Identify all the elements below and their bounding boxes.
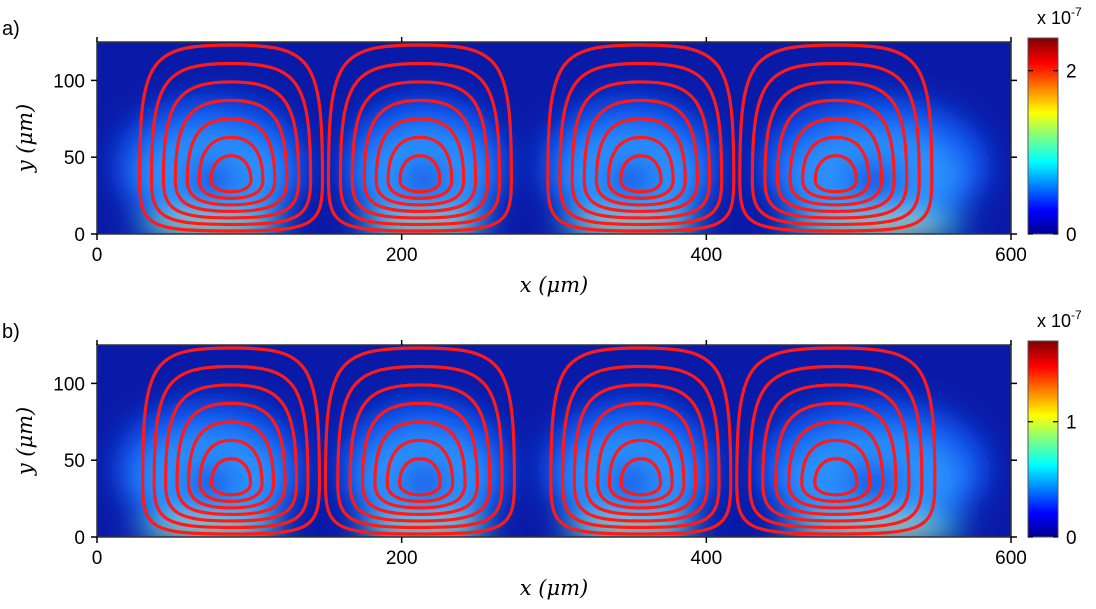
streamline — [596, 420, 686, 510]
y-axis-label: y (μm) — [13, 104, 37, 174]
streamline — [572, 383, 709, 523]
streamline — [570, 80, 712, 220]
streamline — [787, 420, 885, 510]
y-tick-label: 0 — [74, 528, 85, 549]
x-tick-label: 600 — [995, 245, 1027, 266]
x-tick-label: 200 — [386, 245, 418, 266]
streamline — [558, 61, 724, 227]
streamline — [619, 154, 663, 194]
chart-a: 0 200 400 600 0 50 100 x (μm) y (μm) 0 2 x 10-7 — [13, 5, 1082, 297]
x-tick-label: 200 — [386, 548, 418, 569]
streamlines — [138, 43, 934, 233]
streamline — [173, 98, 289, 213]
streamline — [750, 61, 921, 227]
streamline — [775, 98, 896, 213]
streamline — [350, 80, 490, 220]
y-tick-label: 100 — [53, 71, 85, 92]
streamline — [149, 61, 313, 227]
panel-a: a) 0 200 400 600 0 50 100 x (μm) y (μm) 0 2 x 10-7 — [0, 0, 1096, 300]
streamline — [582, 98, 699, 213]
streamline — [788, 117, 884, 207]
x-tick-label: 0 — [92, 245, 103, 266]
streamline — [774, 401, 898, 516]
x-axis-label: x (μm) — [520, 273, 588, 297]
streamline — [141, 346, 322, 536]
streamline — [606, 135, 675, 200]
streamlines — [141, 346, 937, 536]
streamline — [326, 43, 513, 233]
streamline — [197, 135, 265, 200]
streamline — [175, 401, 287, 516]
streamline — [385, 438, 455, 503]
colorbar-tick-label: 0 — [1066, 528, 1077, 549]
colorbar-scale-label: x 10-7 — [1037, 308, 1082, 331]
streamline — [323, 346, 517, 536]
streamline — [338, 61, 502, 227]
streamline — [397, 457, 442, 497]
streamline — [348, 383, 492, 523]
panel-label: b) — [2, 321, 20, 343]
streamline — [198, 438, 264, 503]
streamline — [161, 80, 301, 220]
streamline — [546, 43, 736, 233]
y-tick-label: 0 — [74, 225, 85, 246]
streamline — [761, 383, 911, 523]
x-axis-label: x (μm) — [520, 576, 588, 600]
streamline — [360, 401, 479, 516]
y-tick-label: 50 — [64, 148, 85, 169]
colorbar-tick-label: 2 — [1066, 62, 1077, 83]
streamline — [386, 135, 454, 200]
x-tick-label: 0 — [92, 548, 103, 569]
streamline — [374, 117, 466, 207]
y-tick-label: 100 — [53, 374, 85, 395]
streamline — [801, 135, 871, 200]
streamline — [584, 401, 698, 516]
streamline — [362, 98, 478, 213]
streamline — [185, 117, 277, 207]
streamline — [735, 346, 937, 536]
streamline — [209, 154, 253, 194]
streamline — [561, 364, 721, 530]
colorbar — [1027, 37, 1059, 235]
streamline — [549, 346, 733, 536]
streamline — [594, 117, 687, 207]
streamline — [607, 438, 674, 503]
plot-frame — [96, 344, 1012, 538]
streamline — [186, 420, 276, 510]
streamline — [164, 383, 299, 523]
streamline — [398, 154, 442, 194]
streamline — [763, 80, 909, 220]
colorbar-tick-label: 0 — [1066, 225, 1077, 246]
colorbar — [1027, 340, 1059, 538]
y-axis-label: y (μm) — [13, 407, 37, 477]
panel-b: b) 0 200 400 600 0 50 100 x (μm) y (μm) 0 1 x 10-7 — [0, 303, 1096, 603]
x-tick-label: 400 — [690, 245, 722, 266]
streamline — [800, 438, 872, 503]
streamline — [138, 43, 325, 233]
streamline — [813, 457, 859, 497]
x-tick-label: 400 — [690, 548, 722, 569]
colorbar-tick-label: 1 — [1066, 413, 1077, 434]
x-tick-label: 600 — [995, 548, 1027, 569]
streamline — [748, 364, 924, 530]
streamline — [738, 43, 934, 233]
streamline — [619, 457, 663, 497]
streamline — [209, 457, 253, 497]
streamline — [336, 364, 504, 530]
colorbar-scale-label: x 10-7 — [1037, 5, 1082, 28]
streamline — [813, 154, 858, 194]
panel-label: a) — [2, 18, 20, 40]
streamline — [373, 420, 467, 510]
plot-frame — [96, 41, 1012, 235]
streamline — [152, 364, 310, 530]
y-tick-label: 50 — [64, 451, 85, 472]
chart-b: 0 200 400 600 0 50 100 x (μm) y (μm) 0 1 x 10-7 — [13, 308, 1082, 600]
